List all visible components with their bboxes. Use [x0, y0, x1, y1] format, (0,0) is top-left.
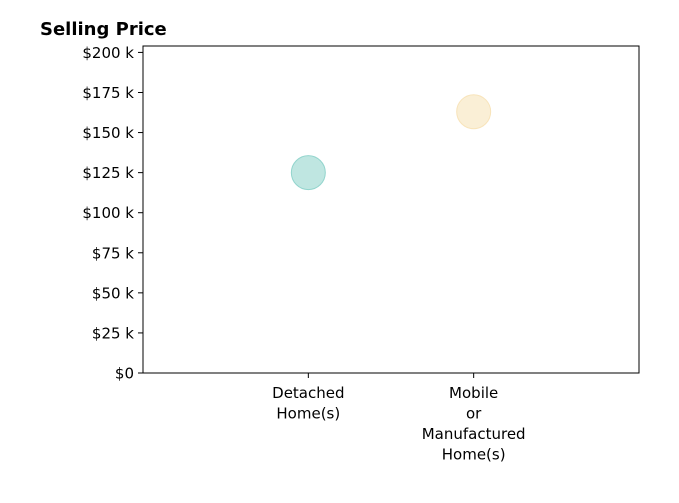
x-tick-label-line: or	[466, 405, 482, 423]
y-tick-label: $150 k	[82, 124, 134, 142]
x-tick-label-line: Mobile	[449, 384, 498, 402]
x-tick-label-line: Detached	[272, 384, 344, 402]
data-points	[290, 94, 492, 191]
x-tick-label: Mobile or Manufactured Home(s)	[422, 384, 526, 464]
y-tick-label: $100 k	[82, 204, 134, 222]
x-tick-label-line: Home(s)	[442, 446, 506, 464]
y-tick-label: $50 k	[92, 284, 134, 302]
x-tick-label-line: Home(s)	[276, 405, 340, 423]
y-tick-label: $175 k	[82, 84, 134, 102]
y-tick-label: $75 k	[92, 244, 134, 262]
chart-title: Selling Price	[40, 19, 167, 40]
y-tick-label: $125 k	[82, 164, 134, 182]
x-axis: Detached Home(s) Mobile or Manufactured Home(…	[272, 373, 526, 464]
y-axis: $0 $25 k $50 k $75 k $100 k $125 k $150 k $175 …	[82, 44, 143, 383]
data-point	[456, 94, 492, 130]
y-tick-label: $200 k	[82, 44, 134, 62]
y-tick-label: $25 k	[92, 324, 134, 342]
plot-frame	[142, 45, 640, 374]
x-tick-label: Detached Home(s)	[272, 384, 344, 423]
data-point	[290, 155, 326, 191]
y-tick-label: $0	[115, 365, 134, 383]
x-tick-label-line: Manufactured	[422, 425, 526, 443]
